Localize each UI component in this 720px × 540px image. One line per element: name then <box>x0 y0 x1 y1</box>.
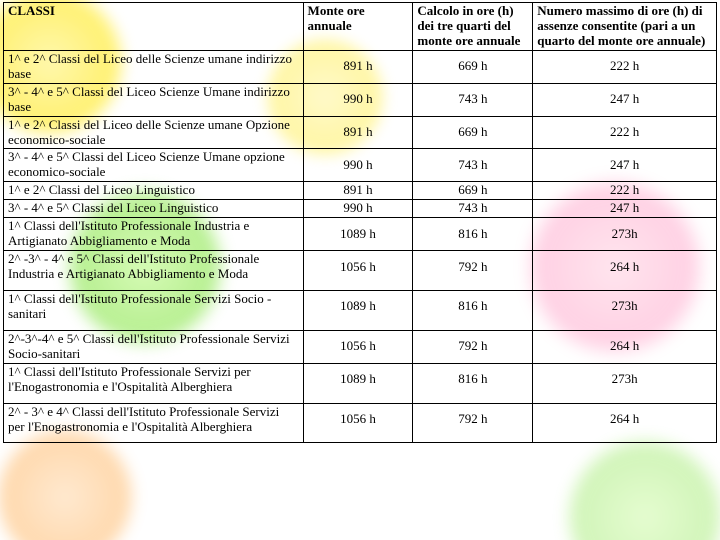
table-header-row: CLASSI Monte ore annuale Calcolo in ore … <box>4 3 717 51</box>
cell-value: 990 h <box>303 200 413 218</box>
cell-classi: 2^ -3^ - 4^ e 5^ Classi dell'Istituto Pr… <box>4 251 304 291</box>
cell-value: 792 h <box>413 330 533 363</box>
cell-value: 816 h <box>413 218 533 251</box>
cell-value: 743 h <box>413 149 533 182</box>
table-row: 3^ - 4^ e 5^ Classi del Liceo Scienze Um… <box>4 149 717 182</box>
cell-value: 247 h <box>533 83 717 116</box>
cell-classi: 1^ Classi dell'Istituto Professionale Se… <box>4 363 304 403</box>
cell-value: 1089 h <box>303 363 413 403</box>
cell-value: 247 h <box>533 149 717 182</box>
cell-value: 743 h <box>413 200 533 218</box>
cell-value: 273h <box>533 218 717 251</box>
cell-value: 264 h <box>533 403 717 443</box>
cell-value: 816 h <box>413 363 533 403</box>
cell-value: 891 h <box>303 50 413 83</box>
cell-classi: 3^ - 4^ e 5^ Classi del Liceo Scienze Um… <box>4 83 304 116</box>
cell-classi: 1^ Classi dell'Istituto Professionale Se… <box>4 290 304 330</box>
cell-classi: 2^ - 3^ e 4^ Classi dell'Istituto Profes… <box>4 403 304 443</box>
table-row: 3^ - 4^ e 5^ Classi del Liceo Scienze Um… <box>4 83 717 116</box>
cell-value: 792 h <box>413 251 533 291</box>
cell-classi: 3^ - 4^ e 5^ Classi del Liceo Linguistic… <box>4 200 304 218</box>
hours-table: CLASSI Monte ore annuale Calcolo in ore … <box>3 2 717 443</box>
table-row: 2^ - 3^ e 4^ Classi dell'Istituto Profes… <box>4 403 717 443</box>
cell-value: 264 h <box>533 330 717 363</box>
cell-value: 273h <box>533 363 717 403</box>
cell-value: 792 h <box>413 403 533 443</box>
cell-value: 891 h <box>303 116 413 149</box>
cell-value: 816 h <box>413 290 533 330</box>
cell-value: 669 h <box>413 116 533 149</box>
cell-classi: 1^ e 2^ Classi del Liceo delle Scienze u… <box>4 50 304 83</box>
cell-value: 743 h <box>413 83 533 116</box>
cell-classi: 1^ e 2^ Classi del Liceo Linguistico <box>4 182 304 200</box>
table-row: 1^ Classi dell'Istituto Professionale Se… <box>4 363 717 403</box>
table-row: 2^-3^-4^ e 5^ Classi dell'Istituto Profe… <box>4 330 717 363</box>
cell-value: 264 h <box>533 251 717 291</box>
table-body: 1^ e 2^ Classi del Liceo delle Scienze u… <box>4 50 717 443</box>
cell-value: 222 h <box>533 50 717 83</box>
table-row: 3^ - 4^ e 5^ Classi del Liceo Linguistic… <box>4 200 717 218</box>
cell-value: 1056 h <box>303 330 413 363</box>
cell-classi: 3^ - 4^ e 5^ Classi del Liceo Scienze Um… <box>4 149 304 182</box>
cell-value: 1089 h <box>303 218 413 251</box>
cell-value: 247 h <box>533 200 717 218</box>
cell-value: 273h <box>533 290 717 330</box>
col-header-calcolo: Calcolo in ore (h) dei tre quarti del mo… <box>413 3 533 51</box>
cell-classi: 2^-3^-4^ e 5^ Classi dell'Istituto Profe… <box>4 330 304 363</box>
cell-classi: 1^ Classi dell'Istituto Professionale In… <box>4 218 304 251</box>
col-header-classi: CLASSI <box>4 3 304 51</box>
col-header-monte-ore: Monte ore annuale <box>303 3 413 51</box>
table-row: 1^ Classi dell'Istituto Professionale In… <box>4 218 717 251</box>
cell-value: 1056 h <box>303 251 413 291</box>
cell-value: 990 h <box>303 149 413 182</box>
cell-value: 1056 h <box>303 403 413 443</box>
cell-value: 669 h <box>413 182 533 200</box>
cell-classi: 1^ e 2^ Classi del Liceo delle Scienze u… <box>4 116 304 149</box>
cell-value: 222 h <box>533 182 717 200</box>
col-header-assenze: Numero massimo di ore (h) di assenze con… <box>533 3 717 51</box>
table-row: 1^ e 2^ Classi del Liceo delle Scienze u… <box>4 116 717 149</box>
cell-value: 669 h <box>413 50 533 83</box>
table-row: 1^ e 2^ Classi del Liceo Linguistico891 … <box>4 182 717 200</box>
table-row: 1^ e 2^ Classi del Liceo delle Scienze u… <box>4 50 717 83</box>
cell-value: 990 h <box>303 83 413 116</box>
cell-value: 222 h <box>533 116 717 149</box>
table-row: 1^ Classi dell'Istituto Professionale Se… <box>4 290 717 330</box>
table-row: 2^ -3^ - 4^ e 5^ Classi dell'Istituto Pr… <box>4 251 717 291</box>
cell-value: 891 h <box>303 182 413 200</box>
cell-value: 1089 h <box>303 290 413 330</box>
